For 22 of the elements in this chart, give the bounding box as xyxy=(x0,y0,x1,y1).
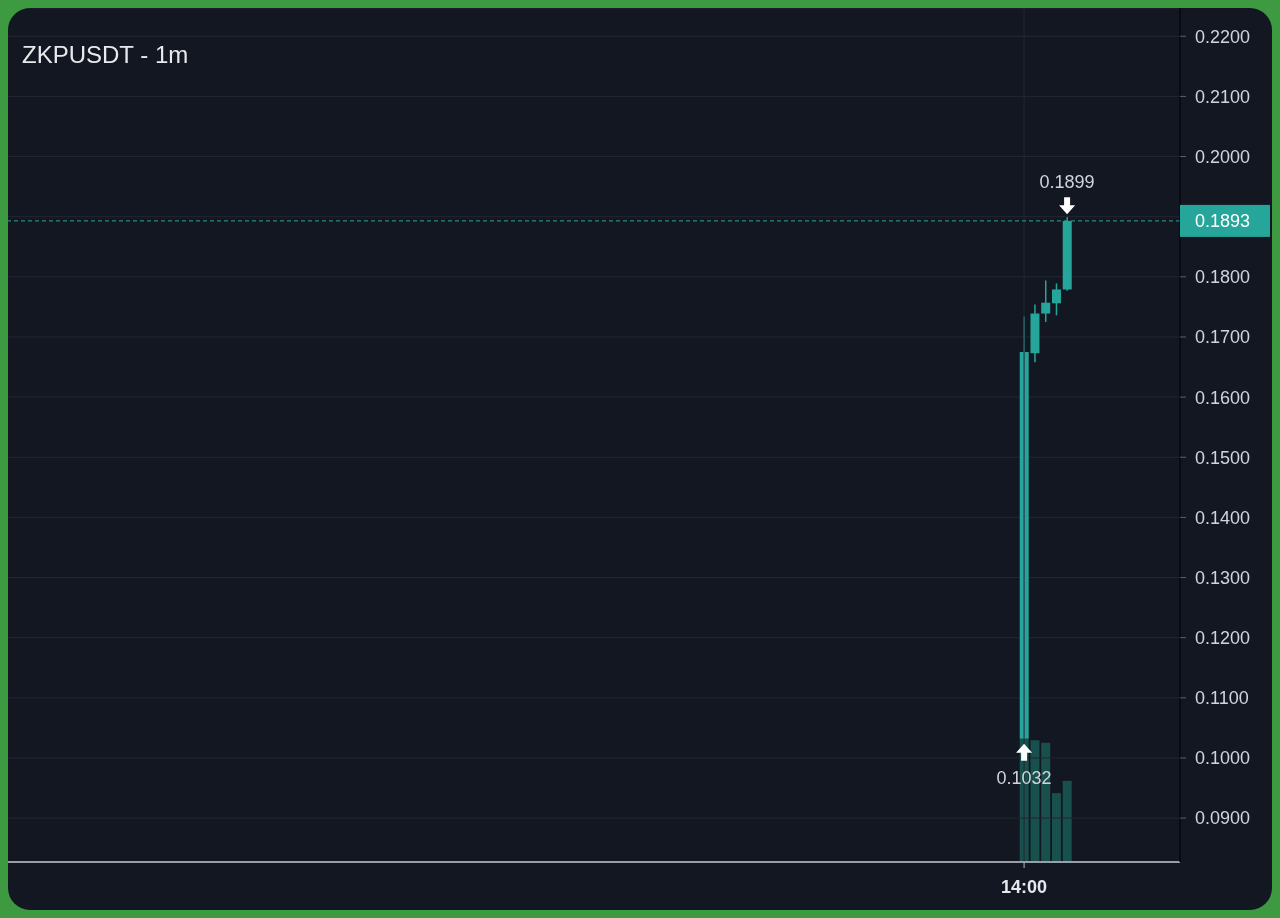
bar xyxy=(1062,780,1072,862)
y-tick-label: 0.2000 xyxy=(1195,146,1251,167)
bar xyxy=(1051,793,1061,862)
annotation: 0.1032 xyxy=(996,767,1052,788)
annotation: 0.1899 xyxy=(1039,172,1095,193)
candlestick xyxy=(1051,282,1061,317)
y-tick-label: 0.0900 xyxy=(1195,808,1251,829)
y-tick-label: 0.1400 xyxy=(1195,507,1251,528)
y-tick-label: 0.1200 xyxy=(1195,628,1251,649)
y-tick-label: 0.1600 xyxy=(1195,387,1251,408)
candlestick xyxy=(1041,279,1051,323)
y-tick-label: 0.1500 xyxy=(1195,447,1251,468)
ref-line-label: 0.1893 xyxy=(1195,211,1251,232)
text: ZKPUSDT - 1m xyxy=(22,41,189,69)
y-tick-label: 0.2200 xyxy=(1195,26,1251,47)
y-tick-label: 0.1800 xyxy=(1195,267,1251,288)
y-tick-label: 0.2100 xyxy=(1195,86,1251,107)
y-tick-label: 0.1700 xyxy=(1195,327,1251,348)
y-tick-label: 0.1100 xyxy=(1195,688,1249,709)
y-tick-label: 0.1000 xyxy=(1195,748,1251,769)
x-tick-label: 14:00 xyxy=(1001,876,1048,897)
y-tick-label: 0.1300 xyxy=(1195,567,1251,588)
